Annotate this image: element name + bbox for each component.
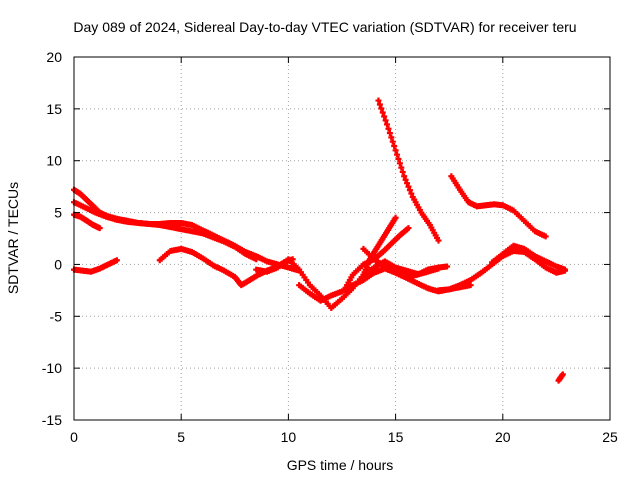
- data-point: [375, 97, 382, 104]
- y-tick-label: 0: [54, 256, 62, 272]
- series-s3: [71, 211, 103, 232]
- data-point-trail: [406, 187, 413, 194]
- tick-labels: 0 5 10 15 20 25 -15 -10 -5 0 5 10 15 20: [42, 49, 618, 445]
- data-point-trail: [399, 168, 406, 175]
- data-point-trail: [379, 109, 386, 116]
- series-s12: [360, 245, 451, 280]
- x-axis-label: GPS time / hours: [287, 457, 394, 473]
- x-tick-label: 0: [70, 429, 78, 445]
- data-point-trail: [405, 183, 412, 190]
- x-tick-label: 5: [177, 429, 185, 445]
- data-point-trail: [388, 134, 395, 141]
- plot-border: [73, 56, 611, 421]
- data-point-trail: [396, 160, 403, 167]
- data-point: [435, 237, 442, 244]
- data-point-trail: [404, 180, 411, 187]
- x-tick-label: 10: [281, 429, 297, 445]
- data-point-trail: [376, 101, 383, 108]
- data-point-trail: [402, 176, 409, 183]
- y-axis-label: SDTVAR / TECUs: [5, 182, 21, 294]
- data-point-trail: [386, 130, 393, 137]
- series-s15: [448, 173, 549, 240]
- data-point: [542, 233, 549, 240]
- series-s13: [435, 247, 568, 294]
- ticks: [73, 56, 611, 421]
- data-point: [96, 225, 103, 232]
- series-s2: [71, 186, 303, 274]
- y-tick-label: 10: [46, 153, 62, 169]
- data-point: [467, 282, 474, 289]
- data-point: [113, 257, 120, 264]
- series-s11: [375, 97, 442, 244]
- data-point: [392, 147, 399, 154]
- y-tick-label: 15: [46, 101, 62, 117]
- y-tick-label: -5: [50, 308, 63, 324]
- series-s16: [555, 371, 566, 384]
- data-point: [392, 214, 399, 221]
- data-point: [401, 173, 408, 180]
- data-point-trail: [385, 125, 392, 132]
- data-point: [444, 263, 451, 270]
- y-tick-label: 5: [54, 205, 62, 221]
- x-tick-label: 20: [495, 429, 511, 445]
- series-s4: [71, 257, 120, 275]
- series-layer: [71, 97, 568, 384]
- y-tick-label: -10: [42, 360, 62, 376]
- data-point-trail: [398, 164, 405, 171]
- data-point-trail: [394, 151, 401, 158]
- data-point-trail: [389, 138, 396, 145]
- series-s9: [360, 214, 399, 278]
- data-point-trail: [395, 155, 402, 162]
- data-point-trail: [391, 143, 398, 150]
- x-tick-label: 25: [602, 429, 618, 445]
- y-tick-label: -15: [42, 412, 62, 428]
- x-tick-label: 15: [388, 429, 404, 445]
- data-point: [405, 225, 412, 232]
- data-point-trail: [378, 105, 385, 112]
- data-point: [384, 121, 391, 128]
- grid: [74, 57, 610, 420]
- data-point-trail: [382, 117, 389, 124]
- series-s14: [489, 242, 568, 273]
- data-point-trail: [381, 113, 388, 120]
- data-point: [561, 266, 568, 273]
- data-point-trail: [408, 190, 415, 197]
- chart-title: Day 089 of 2024, Sidereal Day-to-day VTE…: [73, 19, 576, 35]
- series-s10: [371, 225, 412, 263]
- y-tick-label: 20: [46, 49, 62, 65]
- data-point: [559, 371, 566, 378]
